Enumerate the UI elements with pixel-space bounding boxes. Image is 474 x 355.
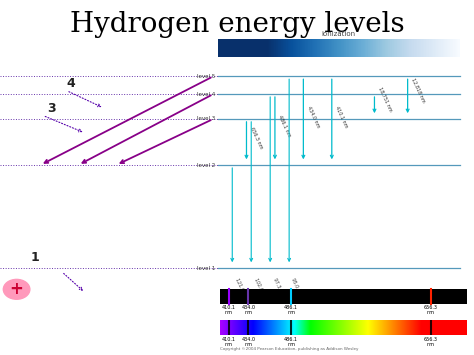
Text: Copyright ©2004 Pearson Education, publishing as Addison Wesley: Copyright ©2004 Pearson Education, publi… — [220, 348, 359, 351]
Text: 102.6 nm: 102.6 nm — [253, 277, 266, 299]
Text: 486.1
nm: 486.1 nm — [284, 337, 298, 347]
Text: 95.0 nm: 95.0 nm — [291, 277, 303, 296]
Text: level 4: level 4 — [197, 92, 216, 97]
Text: 18,751 nm: 18,751 nm — [377, 86, 392, 113]
Text: 434.0
nm: 434.0 nm — [241, 337, 255, 347]
Text: 486.1 nm: 486.1 nm — [277, 114, 292, 138]
Text: 1: 1 — [31, 251, 39, 264]
Text: 97.3 nm: 97.3 nm — [272, 277, 284, 296]
Text: ionization: ionization — [322, 31, 356, 37]
Text: 4: 4 — [66, 77, 75, 90]
Text: 121.6 nm: 121.6 nm — [234, 277, 248, 299]
Text: 656.3 nm: 656.3 nm — [249, 127, 264, 150]
Text: 656.3
nm: 656.3 nm — [424, 337, 438, 347]
Text: 12,818 nm: 12,818 nm — [410, 77, 426, 104]
Bar — [220, 289, 467, 304]
Circle shape — [3, 279, 30, 299]
Text: 410.1 nm: 410.1 nm — [334, 105, 349, 129]
Text: 3: 3 — [47, 102, 56, 115]
Text: level 1: level 1 — [197, 266, 216, 271]
Text: 486.1
nm: 486.1 nm — [284, 305, 298, 315]
Text: Hydrogen energy levels: Hydrogen energy levels — [70, 11, 404, 38]
Text: 434.0 nm: 434.0 nm — [306, 105, 320, 129]
Text: 656.3
nm: 656.3 nm — [424, 305, 438, 315]
Text: level 5: level 5 — [197, 74, 216, 79]
Text: 410.1
nm: 410.1 nm — [222, 305, 236, 315]
Text: +: + — [9, 280, 24, 298]
Text: 410.1
nm: 410.1 nm — [222, 337, 236, 347]
Text: level 2: level 2 — [197, 163, 216, 168]
Text: level 3: level 3 — [197, 116, 216, 121]
Text: 434.0
nm: 434.0 nm — [241, 305, 255, 315]
